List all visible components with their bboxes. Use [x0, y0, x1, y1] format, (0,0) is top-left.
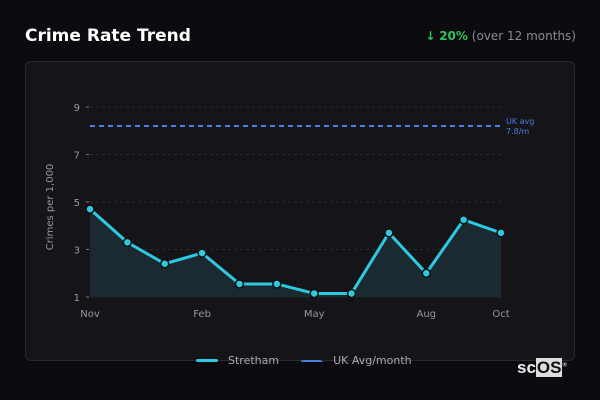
trend-note: (over 12 months)	[471, 29, 576, 43]
uk-avg-value: 7.8/m	[506, 127, 529, 136]
legend-swatch-dashed	[301, 359, 324, 362]
x-tick-label: Oct	[492, 309, 509, 320]
legend: Stretham UK Avg/month	[196, 354, 412, 367]
y-tick-label: 5	[74, 198, 80, 209]
y-tick-label: 3	[74, 246, 80, 257]
data-point	[384, 228, 394, 238]
legend-label: Stretham	[228, 354, 280, 367]
data-point	[496, 228, 506, 238]
data-point	[159, 259, 170, 269]
x-tick-label: Feb	[193, 309, 211, 320]
data-point	[272, 279, 282, 289]
y-tick-label: 7	[74, 151, 80, 162]
data-point	[309, 288, 319, 299]
trend-arrow-icon: ↓	[425, 29, 436, 43]
data-point	[85, 204, 95, 214]
area-fill	[90, 209, 501, 297]
trend-summary: ↓ 20% (over 12 months)	[425, 29, 576, 43]
y-tick-label: 1	[74, 293, 80, 304]
scos-logo: scOS®	[517, 358, 567, 377]
data-point	[122, 237, 133, 248]
chart-card	[25, 61, 575, 361]
legend-swatch-solid	[196, 359, 218, 362]
x-tick-label: Nov	[80, 309, 100, 320]
data-point	[458, 215, 469, 225]
uk-avg-label: UK avg	[506, 117, 534, 126]
data-point	[346, 288, 357, 299]
y-tick-label: 9	[74, 103, 80, 114]
x-tick-label: May	[304, 309, 325, 320]
legend-label: UK Avg/month	[333, 354, 412, 367]
page-title: Crime Rate Trend	[25, 26, 191, 46]
data-point	[197, 248, 207, 258]
trend-percent: 20%	[439, 29, 468, 43]
y-axis-label: Crimes per 1,000	[45, 164, 56, 251]
legend-item-stretham[interactable]: Stretham	[196, 354, 279, 367]
series-line	[89, 208, 502, 295]
legend-item-uk-avg[interactable]: UK Avg/month	[301, 354, 412, 367]
data-point	[421, 268, 432, 278]
x-tick-label: Aug	[417, 309, 437, 320]
data-point	[234, 279, 245, 289]
